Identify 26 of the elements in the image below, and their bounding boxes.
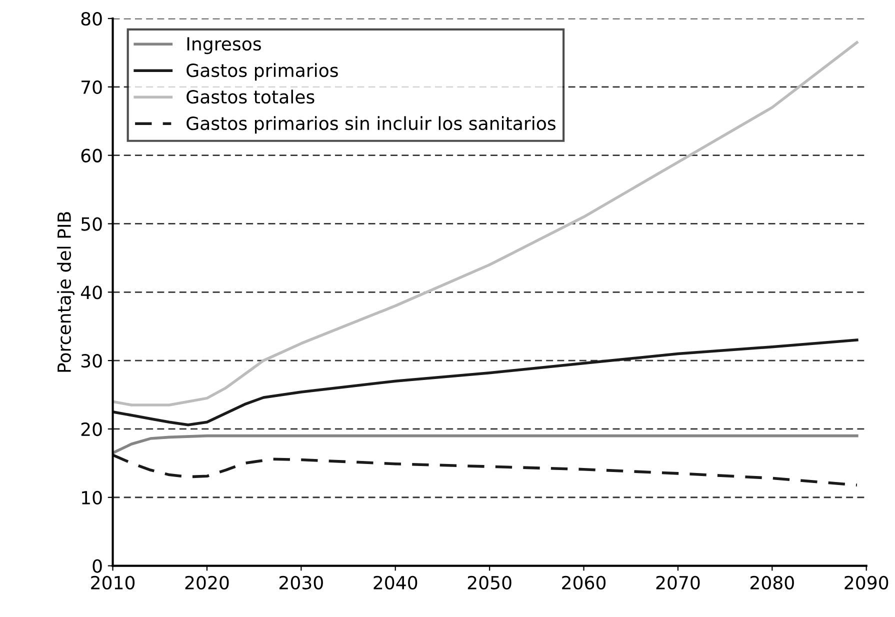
y-tick-label: 0: [92, 559, 102, 573]
x-tick-label: 2010: [91, 576, 135, 590]
line-series: [112, 338, 858, 426]
y-axis-title: Porcentaje del PIB: [57, 212, 75, 372]
x-tick-label: 2020: [185, 576, 229, 590]
y-tick-label: 50: [81, 217, 102, 231]
y-tick-label: 20: [81, 422, 102, 436]
x-tick-label: 2060: [562, 576, 606, 590]
y-tick-label: 40: [80, 286, 102, 300]
y-tick-label: 80: [81, 12, 102, 26]
y-tick-label: 60: [81, 148, 102, 162]
x-tick-label: 2080: [750, 576, 794, 590]
legend-label: Ingresos: [187, 37, 261, 54]
line-series: [112, 434, 858, 454]
x-tick-label: 2030: [280, 576, 323, 590]
y-tick-label: 30: [81, 354, 102, 368]
x-tick-label: 2070: [656, 576, 700, 590]
legend-label: Gastos primarios: [186, 63, 338, 81]
y-tick-label: 10: [82, 490, 102, 504]
line-series: [112, 454, 858, 486]
legend-label: Gastos primarios sin incluir los sanitarios: [186, 116, 556, 134]
legend-label: Gastos totales: [186, 90, 314, 104]
x-tick-label: 2050: [468, 576, 512, 590]
y-tick-label: 70: [82, 80, 102, 94]
x-tick-label: 2090: [844, 576, 888, 590]
x-tick-label: 2040: [374, 576, 418, 590]
